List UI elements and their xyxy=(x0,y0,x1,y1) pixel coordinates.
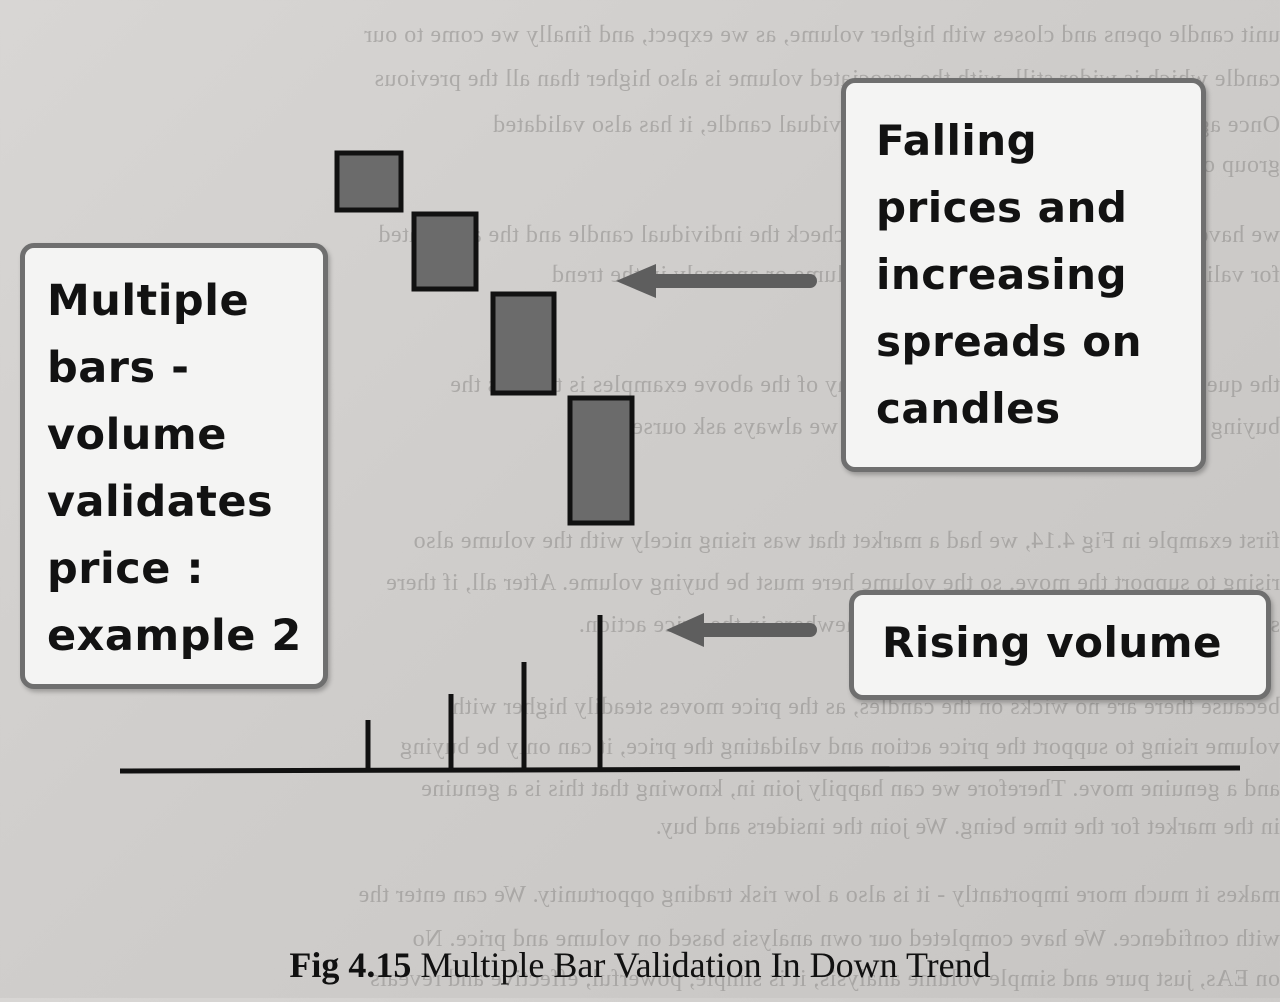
falling-prices-line: candles xyxy=(876,384,1061,433)
rising-volume-label: Rising volume xyxy=(882,618,1222,667)
left-annotation-line: Multiple xyxy=(47,276,250,326)
candle-1 xyxy=(334,150,404,213)
left-annotation-line: example 2 xyxy=(47,611,302,661)
left-annotation-line: price : xyxy=(47,544,205,594)
figure-title: Multiple Bar Validation In Down Trend xyxy=(420,945,991,985)
volume-baseline xyxy=(119,765,1241,774)
rising-volume-annotation-box: Rising volume xyxy=(849,590,1271,700)
left-annotation-text: Multiple bars - volume validates price :… xyxy=(25,248,323,670)
falling-prices-line: increasing xyxy=(876,250,1128,299)
falling-prices-annotation-text: Falling prices and increasing spreads on… xyxy=(846,83,1201,442)
candle-4 xyxy=(567,395,635,526)
falling-prices-annotation-box: Falling prices and increasing spreads on… xyxy=(841,78,1206,472)
falling-prices-line: prices and xyxy=(876,183,1128,232)
left-annotation-line: volume xyxy=(47,410,227,460)
left-annotation-line: bars - xyxy=(47,343,190,393)
left-annotation-line: validates xyxy=(47,477,274,527)
candle-2 xyxy=(411,211,479,292)
left-annotation-box: Multiple bars - volume validates price :… xyxy=(20,243,328,689)
falling-prices-line: spreads on xyxy=(876,317,1143,366)
figure-caption: Fig 4.15 Multiple Bar Validation In Down… xyxy=(0,944,1280,986)
falling-prices-line: Falling xyxy=(876,116,1038,165)
figure-number: Fig 4.15 xyxy=(289,945,412,985)
arrow-to-candles xyxy=(616,264,817,298)
candle-3 xyxy=(490,291,557,396)
arrow-to-volume xyxy=(666,613,817,647)
